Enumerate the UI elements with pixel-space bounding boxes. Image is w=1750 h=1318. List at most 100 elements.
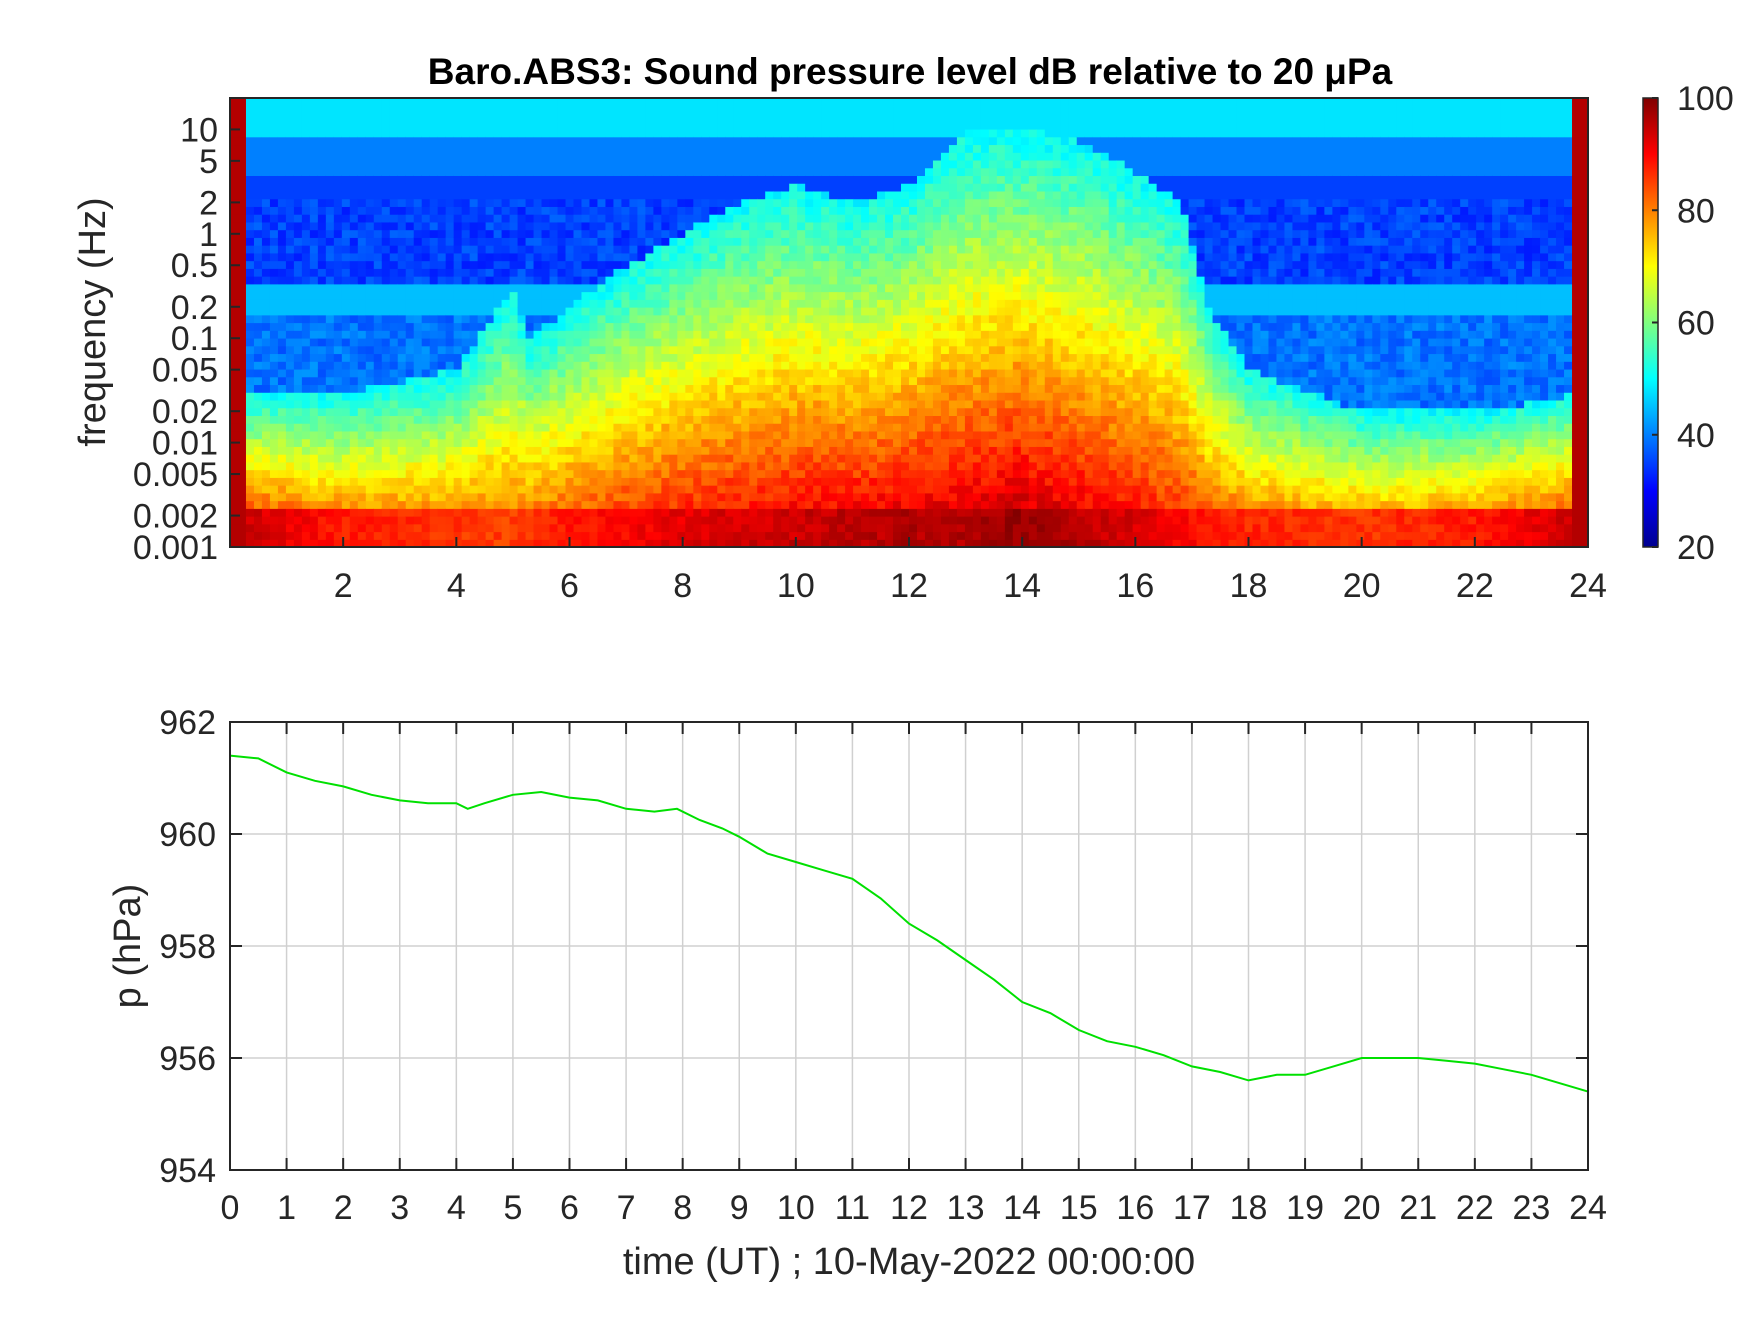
heatmap-cell <box>253 113 263 122</box>
heatmap-cell <box>493 167 503 177</box>
heatmap-cell <box>517 454 527 463</box>
heatmap-cell <box>901 152 910 161</box>
heatmap-cell <box>429 500 439 509</box>
heatmap-cell <box>269 523 279 533</box>
heatmap-cell <box>789 260 798 269</box>
heatmap-cell <box>765 190 774 200</box>
heatmap-cell <box>237 531 247 540</box>
heatmap-cell <box>445 190 455 200</box>
heatmap-cell <box>269 314 279 324</box>
heatmap-cell <box>453 268 463 277</box>
heatmap-cell <box>869 399 878 409</box>
heatmap-cell <box>501 399 511 409</box>
heatmap-cell <box>373 407 383 416</box>
heatmap-cell <box>741 330 750 339</box>
heatmap-cell <box>501 446 511 455</box>
heatmap-cell <box>405 175 415 184</box>
heatmap-cell <box>293 167 303 177</box>
heatmap-cell <box>573 430 583 440</box>
heatmap-cell <box>725 121 734 130</box>
heatmap-cell <box>837 159 846 169</box>
heatmap-cell <box>605 392 615 401</box>
heatmap-cell <box>853 206 862 215</box>
heatmap-cell <box>565 190 575 200</box>
heatmap-cell <box>365 136 375 146</box>
heatmap-cell <box>893 198 902 207</box>
heatmap-cell <box>661 539 670 548</box>
heatmap-cell <box>621 268 631 277</box>
heatmap-cell <box>245 237 255 246</box>
heatmap-cell <box>405 539 415 548</box>
heatmap-cell <box>437 121 447 130</box>
heatmap-cell <box>349 345 359 355</box>
heatmap-cell <box>245 384 255 393</box>
heatmap-cell <box>725 175 734 184</box>
heatmap-cell <box>261 283 271 293</box>
heatmap-cell <box>765 500 774 509</box>
heatmap-cell <box>757 314 766 324</box>
heatmap-cell <box>653 477 662 486</box>
heatmap-cell <box>333 492 343 502</box>
heatmap-cell <box>309 237 319 246</box>
heatmap-cell <box>525 206 535 215</box>
heatmap-cell <box>677 198 686 207</box>
heatmap-cell <box>861 322 870 331</box>
heatmap-cell <box>845 175 854 184</box>
heatmap-cell <box>749 105 758 115</box>
heatmap-cell <box>565 237 575 246</box>
heatmap-cell <box>381 361 391 370</box>
heatmap-cell <box>701 198 710 207</box>
heatmap-cell <box>357 539 367 548</box>
heatmap-cell <box>661 167 670 177</box>
heatmap-cell <box>909 144 918 153</box>
heatmap-cell <box>365 399 375 409</box>
heatmap-cell <box>885 454 894 463</box>
heatmap-cell <box>861 477 870 486</box>
heatmap-cell <box>741 159 750 169</box>
heatmap-cell <box>429 415 439 424</box>
heatmap-cell <box>877 322 886 331</box>
heatmap-cell <box>237 198 247 207</box>
heatmap-cell <box>461 438 471 447</box>
heatmap-cell <box>525 423 535 432</box>
heatmap-cell <box>869 221 878 231</box>
heatmap-cell <box>757 508 766 517</box>
heatmap-cell <box>533 438 543 447</box>
heatmap-cell <box>669 399 678 409</box>
heatmap-cell <box>341 461 351 471</box>
heatmap-cell <box>381 454 391 463</box>
heatmap-cell <box>269 330 279 339</box>
heatmap-cell <box>373 500 383 509</box>
heatmap-cell <box>429 492 439 502</box>
heatmap-cell <box>749 531 758 540</box>
heatmap-cell <box>797 252 806 262</box>
heatmap-cell <box>725 516 734 525</box>
heatmap-cell <box>829 361 838 370</box>
heatmap-cell <box>461 128 471 138</box>
heatmap-cell <box>253 221 263 231</box>
heatmap-cell <box>869 508 878 517</box>
heatmap-cell <box>285 407 295 416</box>
heatmap-cell <box>245 368 255 378</box>
heatmap-cell <box>341 438 351 447</box>
heatmap-cell <box>357 268 367 277</box>
heatmap-cell <box>533 198 543 207</box>
heatmap-cell <box>637 144 646 153</box>
heatmap-cell <box>413 268 423 277</box>
heatmap-cell <box>277 384 287 393</box>
heatmap-cell <box>653 330 662 339</box>
heatmap-cell <box>877 260 886 269</box>
heatmap-cell <box>861 368 870 378</box>
heatmap-cell <box>429 523 439 533</box>
heatmap-cell <box>901 492 910 502</box>
heatmap-cell <box>349 469 359 478</box>
heatmap-cell <box>533 159 543 169</box>
heatmap-cell <box>581 198 591 207</box>
heatmap-cell <box>621 492 631 502</box>
heatmap-cell <box>469 121 479 130</box>
heatmap-cell <box>621 330 631 339</box>
heatmap-cell <box>605 268 615 277</box>
heatmap-cell <box>309 252 319 262</box>
heatmap-cell <box>277 291 287 300</box>
heatmap-cell <box>277 492 287 502</box>
